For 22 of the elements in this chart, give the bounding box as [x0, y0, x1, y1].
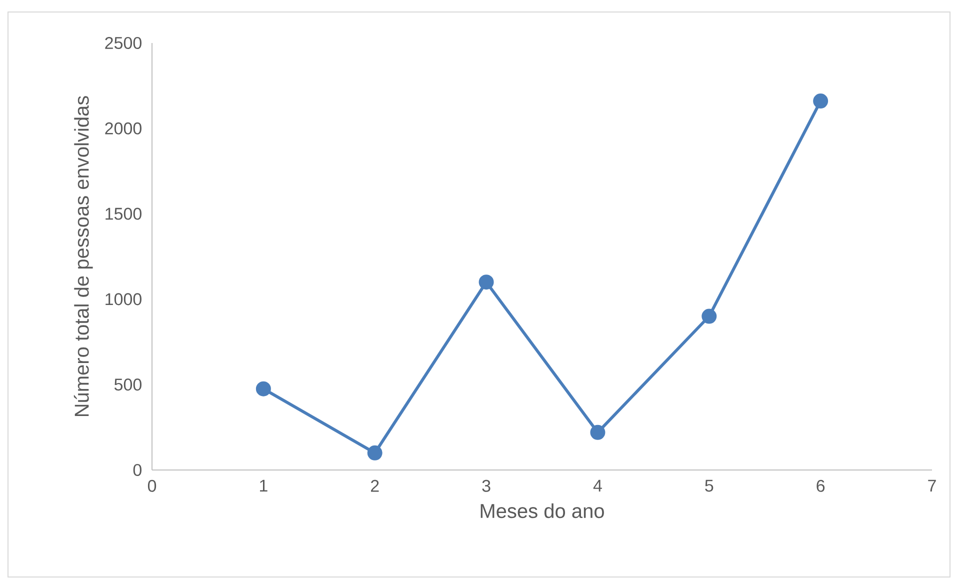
point: [813, 94, 828, 109]
y-tick-label: 2500: [105, 36, 142, 50]
x-tick-label: 6: [816, 480, 825, 492]
y-tick-label: 0: [133, 464, 142, 476]
x-tick-label: 5: [705, 480, 714, 492]
y-tick-label: 1500: [106, 208, 142, 220]
x-tick-label: 4: [593, 480, 602, 492]
x-tick-label: 7: [928, 480, 936, 492]
y-tick-label: 2000: [105, 122, 142, 134]
x-tick-label: 3: [482, 480, 490, 492]
point: [590, 424, 606, 440]
y-tick-label: 500: [114, 378, 142, 391]
x-tick-label: 2: [370, 480, 379, 492]
x-axis-title: Meses do ano: [480, 503, 604, 518]
point: [256, 381, 271, 396]
point: [367, 445, 382, 460]
x-tick-label: 1: [260, 480, 268, 492]
point: [478, 274, 494, 290]
x-tick-label: 0: [148, 480, 156, 492]
point: [702, 308, 717, 324]
y-axis-title: Número total de pessoas envolvidas: [74, 96, 93, 416]
y-tick-label: 1000: [106, 293, 142, 306]
